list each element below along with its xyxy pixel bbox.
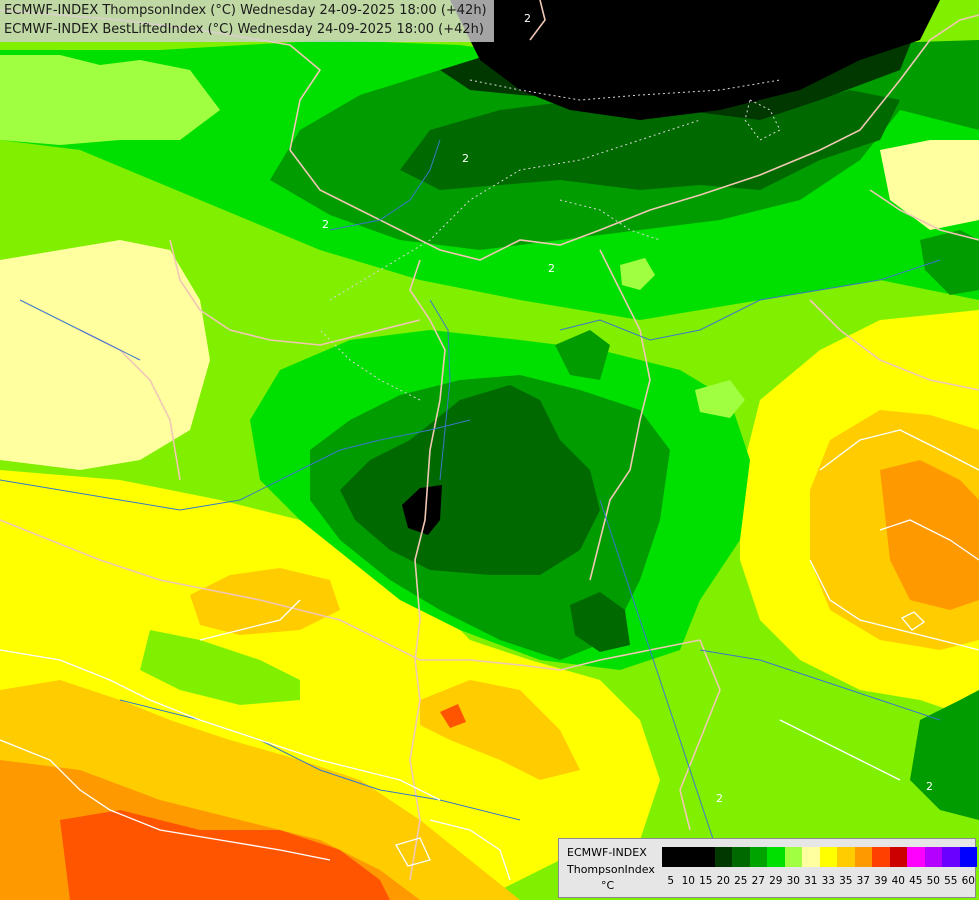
legend-swatch [819,847,837,867]
legend-tick-label: 5 [667,875,675,887]
legend-swatch [784,847,802,867]
legend-swatch [662,847,680,867]
field-paleyellow-west [0,240,210,470]
field-lightgreen-patch-1 [620,258,655,290]
legend-swatch [854,847,872,867]
field-darkorange-east [880,460,979,610]
field-darkgreen-ne [920,230,979,295]
legend-swatch [924,847,942,867]
contour-label: 2 [716,792,723,805]
legend-tick-label: 27 [751,875,765,887]
field-darkgreen-south-blob [570,592,630,652]
field-darkgreen-east-edge [910,690,979,820]
country-borders [0,0,979,881]
legend-swatch [802,847,820,867]
field-darkgreen-center [340,385,600,575]
legend-swatch [679,847,697,867]
legend-swatch-row [662,847,977,867]
contour-label: 2 [462,152,469,165]
field-green-southwest-patch [140,630,300,705]
legend-swatch [872,847,890,867]
field-black-center-spot [402,485,442,535]
contour-label: 2 [524,12,531,25]
contour-lines [0,429,979,881]
legend-tick-label: 50 [926,875,940,887]
title-line-bestlifted: ECMWF-INDEX BestLiftedIndex (°C) Wednesd… [4,22,484,37]
legend-tick-label: 33 [821,875,835,887]
legend-tick-label: 40 [891,875,905,887]
field-red-spot [440,704,466,728]
legend-swatch [714,847,732,867]
contour-label: 2 [322,218,329,231]
legend-swatch [889,847,907,867]
legend-swatch [837,847,855,867]
legend-unit-label: °C [601,879,615,892]
legend-tick-label: 31 [804,875,818,887]
legend-swatch [907,847,925,867]
legend-swatch [732,847,750,867]
legend-tick-label: 60 [961,875,975,887]
legend-tick-label: 55 [944,875,958,887]
contour-label-group: 2 2 2 2 2 2 [322,12,933,805]
contour-label: 2 [548,262,555,275]
legend-swatch [697,847,715,867]
legend-tick-label: 37 [856,875,870,887]
legend-tick-label: 35 [839,875,853,887]
legend-swatch [942,847,960,867]
field-darkgreen-patch-1 [555,330,610,380]
title-box: ECMWF-INDEX ThompsonIndex (°C) Wednesday… [0,0,494,42]
legend-tick-label: 25 [734,875,748,887]
legend-swatch [767,847,785,867]
legend-tick-label: 39 [874,875,888,887]
title-line-thompson: ECMWF-INDEX ThompsonIndex (°C) Wednesday… [4,3,487,18]
legend-tick-label: 29 [769,875,783,887]
legend-swatch [749,847,767,867]
field-black-north [450,0,940,120]
legend-tick-label: 45 [909,875,923,887]
field-lightgreen-patch-2 [695,380,745,418]
legend-swatch [959,847,977,867]
legend-tick-label: 15 [699,875,713,887]
field-red-southwest [60,810,390,900]
color-legend: ECMWF-INDEX ThompsonIndex °C 5 10 15 20 25 27… [558,838,977,898]
field-paleyellow-ne [880,140,979,230]
field-lightgreen-nw [0,55,220,145]
dotted-contours [319,79,781,401]
legend-tick-label: 30 [786,875,800,887]
legend-index-label: ThompsonIndex [567,863,655,876]
legend-tick-label: 20 [716,875,730,887]
legend-tick-label: 10 [681,875,695,887]
contour-label: 2 [926,780,933,793]
field-orange-center-south [420,680,580,780]
legend-model-label: ECMWF-INDEX [567,846,647,859]
